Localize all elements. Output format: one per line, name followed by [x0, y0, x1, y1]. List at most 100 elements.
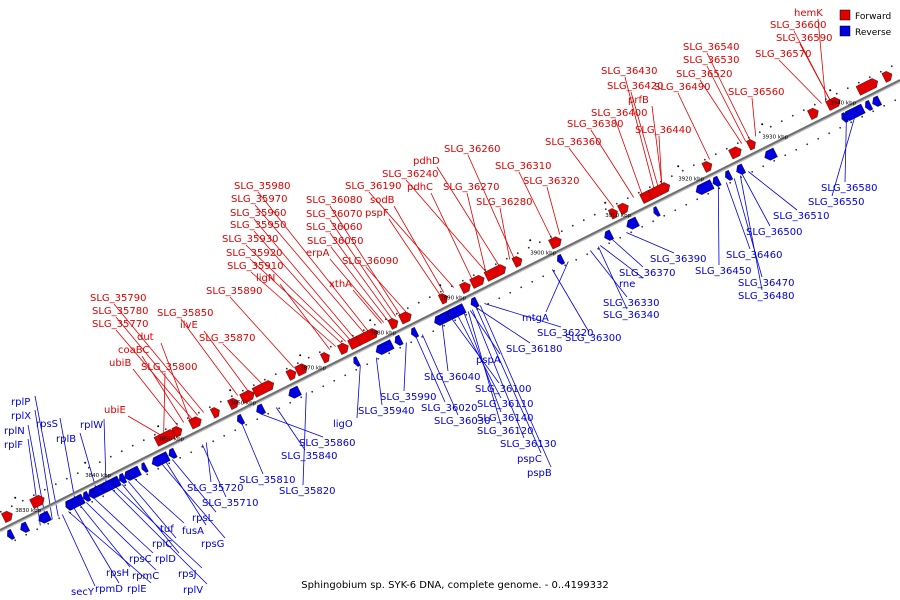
- forward-gene[interactable]: [209, 406, 222, 419]
- gene-label[interactable]: SLG_36500: [746, 227, 802, 238]
- gene-label[interactable]: rpmC: [132, 571, 159, 582]
- gene-label[interactable]: pspB: [527, 468, 552, 479]
- gene-label[interactable]: SLG_36310: [495, 161, 551, 172]
- gene-label[interactable]: SLG_36190: [345, 181, 401, 192]
- reverse-gene[interactable]: [555, 253, 566, 266]
- gene-label[interactable]: SLG_36020: [421, 403, 477, 414]
- gene-label[interactable]: SLG_36390: [650, 254, 706, 265]
- gene-label[interactable]: SLG_36470: [738, 278, 794, 289]
- gene-label[interactable]: SLG_36270: [443, 182, 499, 193]
- gene-label[interactable]: SLG_35840: [281, 451, 337, 462]
- gene-label[interactable]: rplV: [183, 585, 203, 596]
- forward-gene[interactable]: [337, 341, 350, 355]
- gene-label[interactable]: SLG_35770: [92, 319, 148, 330]
- gene-label[interactable]: SLG_36480: [738, 291, 794, 302]
- reverse-gene[interactable]: [694, 179, 715, 197]
- gene-label[interactable]: SLG_35810: [239, 475, 295, 486]
- gene-label[interactable]: fusA: [182, 526, 204, 537]
- gene-label[interactable]: SLG_35850: [157, 308, 213, 319]
- forward-gene[interactable]: [29, 493, 47, 509]
- reverse-gene[interactable]: [870, 95, 883, 109]
- reverse-gene[interactable]: [167, 447, 178, 460]
- forward-gene[interactable]: [701, 160, 715, 173]
- gene-label[interactable]: rpsJ: [178, 569, 197, 580]
- forward-gene[interactable]: [647, 181, 672, 200]
- gene-label[interactable]: sodB: [370, 195, 395, 206]
- gene-label[interactable]: SLG_36040: [424, 372, 480, 383]
- gene-label[interactable]: SLG_36050: [307, 236, 363, 247]
- gene-label[interactable]: SLG_36520: [676, 69, 732, 80]
- gene-label[interactable]: SLG_35950: [230, 220, 286, 231]
- gene-label[interactable]: ilvE: [180, 320, 198, 331]
- reverse-gene[interactable]: [374, 339, 395, 357]
- reverse-gene[interactable]: [624, 216, 640, 231]
- gene-label[interactable]: ligN: [256, 273, 275, 284]
- gene-label[interactable]: SLG_36420: [607, 81, 663, 92]
- gene-label[interactable]: SLG_36330: [603, 298, 659, 309]
- gene-label[interactable]: SLG_36430: [601, 66, 657, 77]
- gene-label[interactable]: SLG_35780: [92, 306, 148, 317]
- gene-label[interactable]: SLG_36510: [773, 211, 829, 222]
- forward-gene[interactable]: [607, 207, 620, 220]
- forward-gene[interactable]: [745, 138, 758, 151]
- reverse-gene[interactable]: [469, 296, 480, 309]
- gene-label[interactable]: SLG_36060: [306, 222, 362, 233]
- forward-gene[interactable]: [239, 388, 257, 404]
- forward-gene[interactable]: [617, 201, 630, 215]
- gene-label[interactable]: ligO: [333, 419, 353, 430]
- gene-label[interactable]: SLG_35980: [234, 181, 290, 192]
- gene-label[interactable]: coaBC: [118, 345, 149, 356]
- gene-label[interactable]: SLG_36280: [476, 197, 532, 208]
- gene-label[interactable]: SLG_36440: [635, 125, 691, 136]
- gene-label[interactable]: rplP: [11, 397, 30, 408]
- gene-label[interactable]: SLG_36300: [565, 333, 621, 344]
- gene-label[interactable]: rpsG: [201, 539, 224, 550]
- gene-label[interactable]: prfB: [628, 95, 649, 106]
- gene-label[interactable]: SLG_36140: [477, 413, 533, 424]
- forward-gene[interactable]: [881, 70, 895, 83]
- forward-gene[interactable]: [807, 106, 820, 120]
- reverse-gene[interactable]: [446, 303, 467, 321]
- reverse-gene[interactable]: [352, 356, 361, 367]
- gene-label[interactable]: SLG_36460: [726, 250, 782, 261]
- forward-gene[interactable]: [483, 263, 508, 282]
- gene-label[interactable]: rpsL: [192, 513, 214, 524]
- reverse-gene[interactable]: [36, 510, 52, 525]
- reverse-gene[interactable]: [734, 163, 747, 177]
- reverse-gene[interactable]: [126, 465, 142, 480]
- gene-label[interactable]: pdhD: [413, 156, 440, 167]
- gene-label[interactable]: SLG_36530: [683, 55, 739, 66]
- gene-label[interactable]: ubiB: [109, 358, 131, 369]
- gene-label[interactable]: rpsH: [106, 568, 129, 579]
- gene-label[interactable]: rplE: [127, 584, 147, 595]
- gene-label[interactable]: SLG_36370: [619, 268, 675, 279]
- reverse-gene[interactable]: [652, 206, 661, 217]
- gene-label[interactable]: rplD: [155, 554, 176, 565]
- gene-label[interactable]: SLG_35820: [279, 486, 335, 497]
- gene-label[interactable]: SLG_36400: [591, 108, 647, 119]
- forward-gene[interactable]: [188, 415, 203, 430]
- gene-label[interactable]: SLG_36590: [776, 33, 832, 44]
- gene-label[interactable]: SLG_35960: [230, 208, 286, 219]
- forward-gene[interactable]: [227, 396, 240, 410]
- forward-gene[interactable]: [1, 509, 14, 523]
- forward-gene[interactable]: [387, 317, 401, 330]
- reverse-gene[interactable]: [150, 451, 171, 469]
- gene-label[interactable]: SLG_36130: [500, 439, 556, 450]
- gene-label[interactable]: SLG_36560: [728, 87, 784, 98]
- forward-gene[interactable]: [251, 379, 276, 398]
- forward-gene[interactable]: [825, 95, 843, 111]
- forward-gene[interactable]: [398, 310, 413, 325]
- gene-label[interactable]: SLG_35970: [231, 194, 287, 205]
- forward-gene[interactable]: [294, 362, 309, 377]
- gene-label[interactable]: SLG_36220: [537, 328, 593, 339]
- gene-label[interactable]: rpsS: [36, 419, 58, 430]
- gene-label[interactable]: tuf: [160, 524, 174, 535]
- gene-label[interactable]: SLG_36110: [477, 399, 533, 410]
- reverse-gene[interactable]: [863, 99, 874, 112]
- gene-label[interactable]: rne: [619, 279, 635, 290]
- gene-label[interactable]: SLG_35790: [90, 293, 146, 304]
- gene-label[interactable]: SLG_35720: [187, 483, 243, 494]
- gene-label[interactable]: SLG_35710: [202, 498, 258, 509]
- gene-label[interactable]: ubiE: [104, 405, 126, 416]
